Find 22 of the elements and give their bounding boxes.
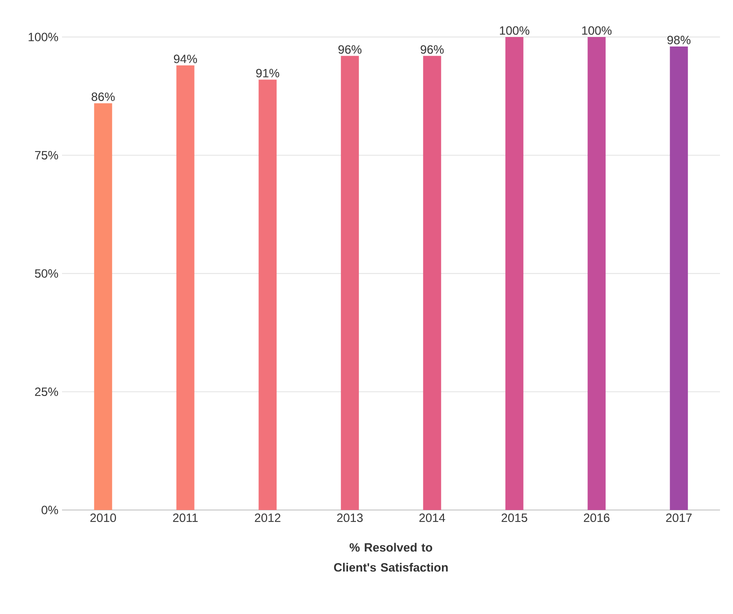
y-tick-label: 75%	[35, 151, 58, 160]
x-axis-title: % Resolved to Client's Satisfaction	[334, 542, 448, 572]
data-label: 86%	[92, 92, 115, 102]
x-tick-label: 2010	[90, 514, 116, 522]
x-tick-label: 2012	[254, 514, 280, 522]
data-label: 98%	[667, 36, 690, 44]
data-label: 96%	[338, 45, 362, 54]
y-tick-label: 50%	[34, 269, 58, 278]
x-tick-label: 2016	[584, 514, 610, 522]
y-tick-label: 100%	[28, 32, 58, 42]
y-tick-label: 0%	[42, 506, 58, 514]
x-tick-label: 2014	[419, 514, 446, 522]
data-label: 100%	[500, 26, 530, 35]
x-tick-label: 2015	[502, 514, 528, 522]
x-tick-label: 2011	[173, 514, 198, 522]
data-label: 94%	[174, 54, 197, 64]
data-label: 96%	[420, 45, 444, 54]
x-tick-label: 2013	[337, 514, 363, 522]
data-label: 91%	[256, 68, 280, 78]
x-tick-label: 2017	[666, 514, 692, 522]
data-label: 100%	[582, 26, 612, 35]
y-tick-label: 25%	[35, 388, 58, 396]
